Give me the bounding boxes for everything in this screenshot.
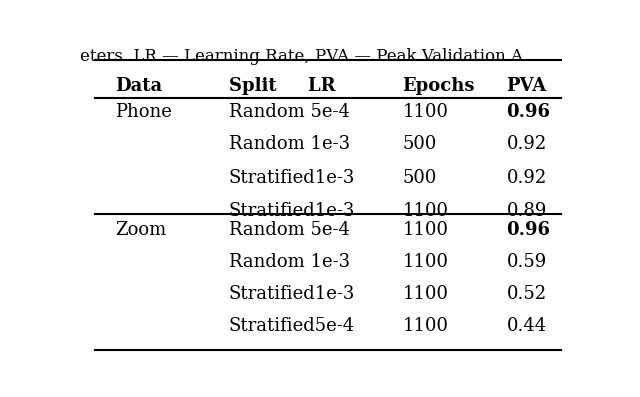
Text: 500: 500 — [403, 135, 436, 153]
Text: Phone: Phone — [115, 103, 172, 121]
Text: Random 5e-4: Random 5e-4 — [229, 220, 349, 239]
Text: 500: 500 — [403, 169, 436, 187]
Text: 0.44: 0.44 — [507, 317, 547, 335]
Text: 1100: 1100 — [403, 202, 449, 220]
Text: 0.92: 0.92 — [507, 135, 547, 153]
Text: Random 1e-3: Random 1e-3 — [229, 135, 350, 153]
Text: Epochs: Epochs — [403, 77, 475, 95]
Text: PVA: PVA — [507, 77, 547, 95]
Text: Stratified1e-3: Stratified1e-3 — [229, 285, 355, 303]
Text: Data: Data — [115, 77, 162, 95]
Text: Random 1e-3: Random 1e-3 — [229, 252, 350, 271]
Text: 0.92: 0.92 — [507, 169, 547, 187]
Text: eters. LR — Learning Rate, PVA — Peak Validation A: eters. LR — Learning Rate, PVA — Peak Va… — [80, 48, 523, 66]
Text: 1100: 1100 — [403, 285, 449, 303]
Text: 1100: 1100 — [403, 103, 449, 121]
Text: 1100: 1100 — [403, 220, 449, 239]
Text: 1100: 1100 — [403, 317, 449, 335]
Text: 0.52: 0.52 — [507, 285, 547, 303]
Text: Stratified1e-3: Stratified1e-3 — [229, 202, 355, 220]
Text: Random 5e-4: Random 5e-4 — [229, 103, 349, 121]
Text: 0.96: 0.96 — [507, 220, 550, 239]
Text: 0.96: 0.96 — [507, 103, 550, 121]
Text: Zoom: Zoom — [115, 220, 166, 239]
Text: 1100: 1100 — [403, 252, 449, 271]
Text: 0.89: 0.89 — [507, 202, 547, 220]
Text: 0.59: 0.59 — [507, 252, 547, 271]
Text: Stratified1e-3: Stratified1e-3 — [229, 169, 355, 187]
Text: Stratified5e-4: Stratified5e-4 — [229, 317, 355, 335]
Text: Split     LR: Split LR — [229, 77, 335, 95]
